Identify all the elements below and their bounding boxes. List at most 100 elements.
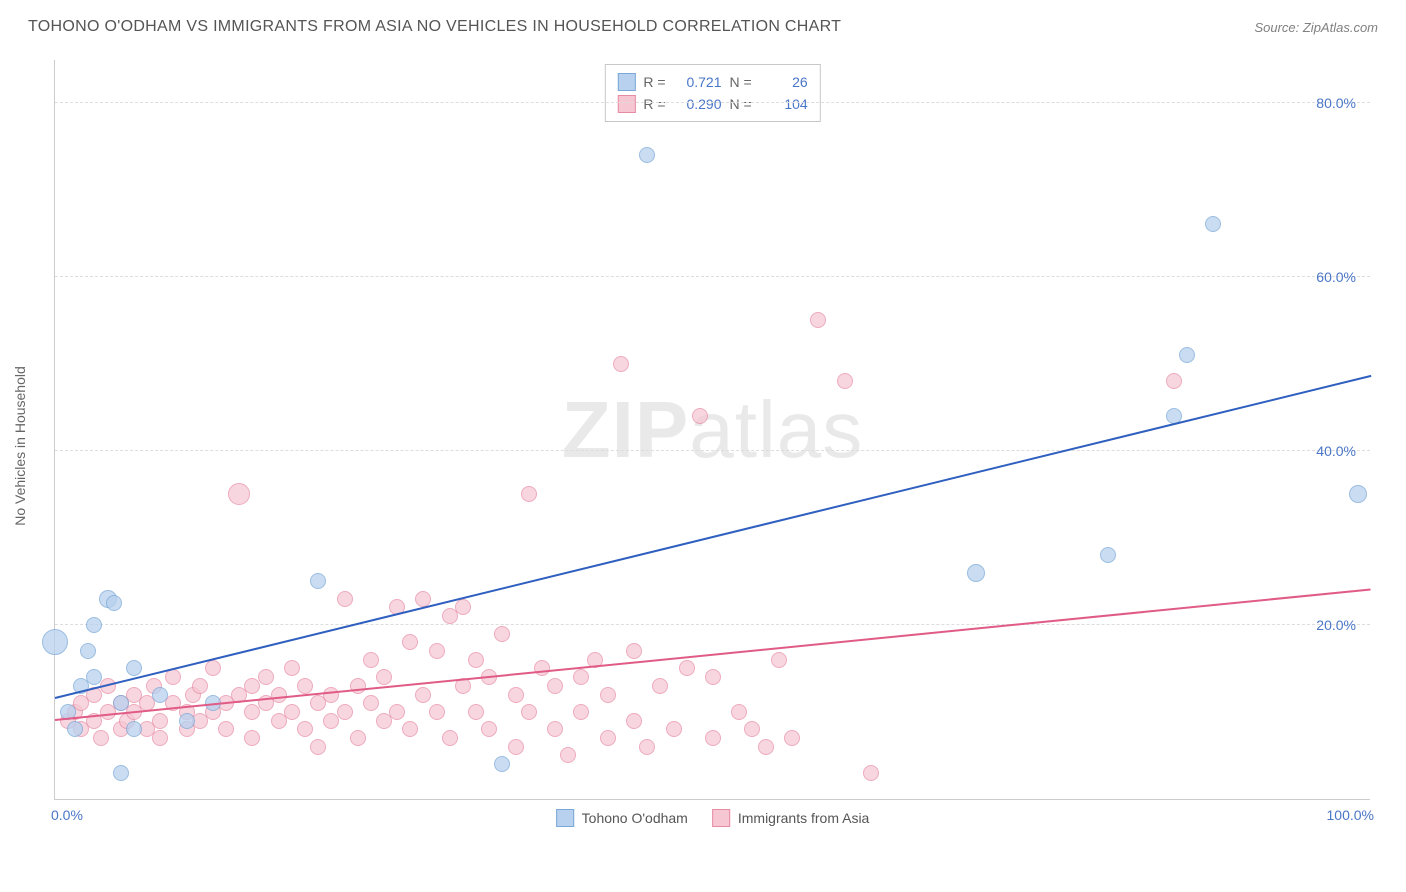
trend-line — [55, 375, 1371, 699]
data-point — [284, 704, 300, 720]
data-point — [228, 483, 250, 505]
data-point — [508, 687, 524, 703]
data-point — [442, 730, 458, 746]
data-point — [258, 669, 274, 685]
data-point — [455, 599, 471, 615]
data-point — [297, 721, 313, 737]
chart-title: TOHONO O'ODHAM VS IMMIGRANTS FROM ASIA N… — [28, 18, 841, 36]
y-tick-label: 40.0% — [1316, 443, 1356, 459]
data-point — [666, 721, 682, 737]
data-point — [494, 756, 510, 772]
data-point — [152, 730, 168, 746]
data-point — [1349, 485, 1367, 503]
data-point — [547, 721, 563, 737]
r-value: 0.290 — [674, 93, 722, 115]
data-point — [521, 704, 537, 720]
data-point — [402, 721, 418, 737]
data-point — [389, 704, 405, 720]
data-point — [350, 730, 366, 746]
data-point — [1100, 547, 1116, 563]
data-point — [692, 408, 708, 424]
data-point — [837, 373, 853, 389]
data-point — [573, 704, 589, 720]
legend-label: Tohono O'odham — [582, 810, 688, 826]
data-point — [468, 652, 484, 668]
data-point — [244, 730, 260, 746]
data-point — [86, 669, 102, 685]
data-point — [639, 147, 655, 163]
data-point — [126, 721, 142, 737]
data-point — [626, 713, 642, 729]
data-point — [126, 660, 142, 676]
data-point — [784, 730, 800, 746]
n-label: N = — [730, 93, 752, 115]
r-value: 0.721 — [674, 71, 722, 93]
data-point — [376, 669, 392, 685]
data-point — [337, 704, 353, 720]
data-point — [218, 721, 234, 737]
data-point — [80, 643, 96, 659]
data-point — [613, 356, 629, 372]
x-tick-max: 100.0% — [1327, 807, 1374, 823]
data-point — [271, 687, 287, 703]
x-tick-min: 0.0% — [51, 807, 83, 823]
r-label: R = — [643, 71, 665, 93]
data-point — [652, 678, 668, 694]
data-point — [573, 669, 589, 685]
data-point — [679, 660, 695, 676]
legend-stats-row: R = 0.721 N = 26 — [617, 71, 807, 93]
n-value: 104 — [760, 93, 808, 115]
data-point — [310, 573, 326, 589]
gridline — [55, 624, 1370, 625]
gridline — [55, 276, 1370, 277]
data-point — [429, 704, 445, 720]
legend-label: Immigrants from Asia — [738, 810, 869, 826]
legend-swatch-icon — [617, 95, 635, 113]
data-point — [481, 721, 497, 737]
data-point — [967, 564, 985, 582]
y-tick-label: 60.0% — [1316, 269, 1356, 285]
data-point — [758, 739, 774, 755]
legend-swatch-icon — [556, 809, 574, 827]
data-point — [113, 695, 129, 711]
data-point — [534, 660, 550, 676]
source-attribution: Source: ZipAtlas.com — [1254, 20, 1378, 35]
data-point — [705, 730, 721, 746]
data-point — [179, 713, 195, 729]
plot-area: ZIPatlas R = 0.721 N = 26 R = 0.290 N = … — [54, 60, 1370, 800]
n-label: N = — [730, 71, 752, 93]
data-point — [468, 704, 484, 720]
data-point — [337, 591, 353, 607]
data-point — [297, 678, 313, 694]
data-point — [547, 678, 563, 694]
data-point — [560, 747, 576, 763]
data-point — [402, 634, 418, 650]
data-point — [205, 660, 221, 676]
legend-stats: R = 0.721 N = 26 R = 0.290 N = 104 — [604, 64, 820, 122]
r-label: R = — [643, 93, 665, 115]
data-point — [521, 486, 537, 502]
data-point — [113, 765, 129, 781]
legend-series: Tohono O'odham Immigrants from Asia — [556, 809, 870, 827]
data-point — [363, 652, 379, 668]
legend-stats-row: R = 0.290 N = 104 — [617, 93, 807, 115]
data-point — [731, 704, 747, 720]
data-point — [42, 629, 68, 655]
data-point — [152, 687, 168, 703]
data-point — [323, 687, 339, 703]
legend-item: Immigrants from Asia — [712, 809, 869, 827]
data-point — [165, 669, 181, 685]
data-point — [284, 660, 300, 676]
watermark: ZIPatlas — [562, 384, 863, 476]
data-point — [810, 312, 826, 328]
data-point — [310, 739, 326, 755]
data-point — [600, 687, 616, 703]
data-point — [93, 730, 109, 746]
data-point — [600, 730, 616, 746]
data-point — [1179, 347, 1195, 363]
data-point — [744, 721, 760, 737]
legend-swatch-icon — [617, 73, 635, 91]
data-point — [1166, 373, 1182, 389]
data-point — [106, 595, 122, 611]
trend-line — [55, 588, 1371, 721]
